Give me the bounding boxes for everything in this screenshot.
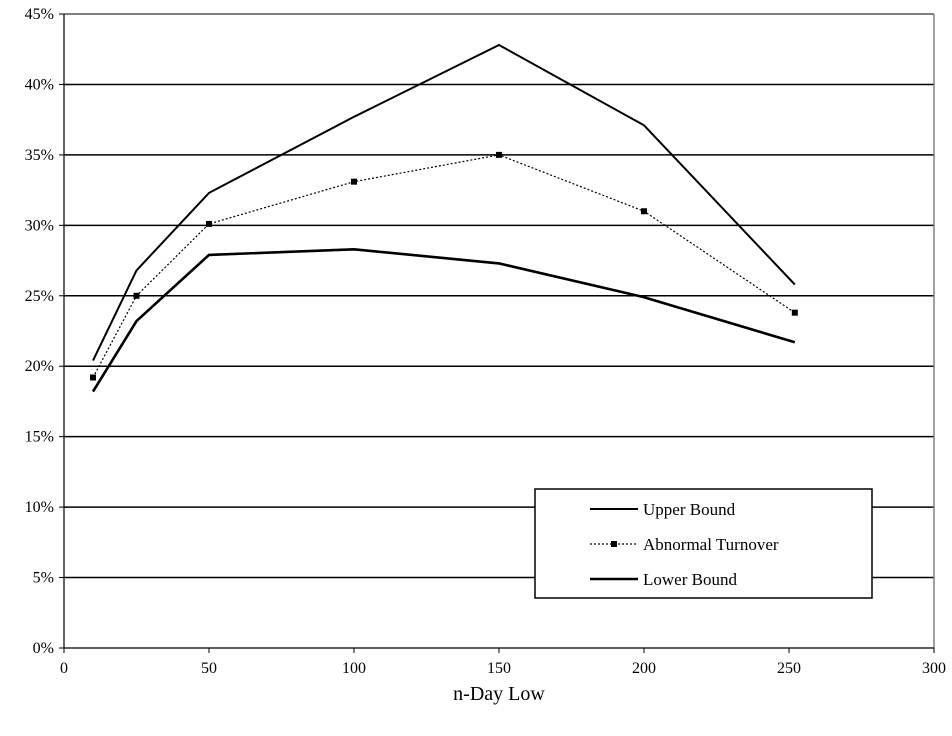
data-point-abnormal-turnover-5: [641, 208, 647, 215]
y-tick-label-1: 5%: [33, 570, 54, 587]
y-tick-label-0: 0%: [33, 640, 54, 657]
tick-labels: 0% 5% 10% 15% 20% 25% 30% 35% 40% 45% 0 50 100 150 200…: [25, 6, 946, 677]
y-tick-label-6: 30%: [25, 217, 54, 234]
y-tick-label-4: 20%: [25, 358, 54, 375]
y-tick-label-8: 40%: [25, 76, 54, 93]
legend-label-0: Upper Bound: [643, 500, 736, 519]
y-tick-label-7: 35%: [25, 147, 54, 164]
x-tick-label-2: 100: [342, 660, 366, 677]
legend: Upper Bound Abnormal Turnover Lower Bound: [534, 488, 873, 599]
data-point-abnormal-turnover-4: [496, 151, 502, 158]
legend-marker-1: [611, 541, 617, 547]
data-point-abnormal-turnover-0: [90, 374, 96, 381]
data-point-abnormal-turnover-3: [351, 178, 357, 185]
legend-label-1: Abnormal Turnover: [643, 535, 779, 554]
data-point-abnormal-turnover-1: [133, 292, 140, 299]
x-tick-label-4: 200: [632, 660, 656, 677]
series-line-lower-bound: [91, 247, 796, 393]
y-tick-label-9: 45%: [25, 6, 54, 23]
axes: [59, 13, 935, 653]
x-tick-label-3: 150: [487, 660, 511, 677]
y-tick-label-3: 15%: [25, 429, 54, 446]
x-axis-title: n-Day Low: [453, 683, 545, 705]
x-tick-label-5: 250: [777, 660, 801, 677]
y-tick-label-2: 10%: [25, 499, 54, 516]
legend-label-2: Lower Bound: [643, 570, 737, 589]
x-tick-label-0: 0: [60, 660, 68, 677]
data-point-abnormal-turnover-2: [206, 220, 212, 227]
data-point-abnormal-turnover-6: [791, 309, 798, 316]
y-tick-label-5: 25%: [25, 288, 54, 305]
series-line-upper-bound: [92, 43, 796, 362]
x-tick-label-1: 50: [201, 660, 217, 677]
x-tick-label-6: 300: [922, 660, 946, 677]
series-lines: [90, 43, 798, 393]
